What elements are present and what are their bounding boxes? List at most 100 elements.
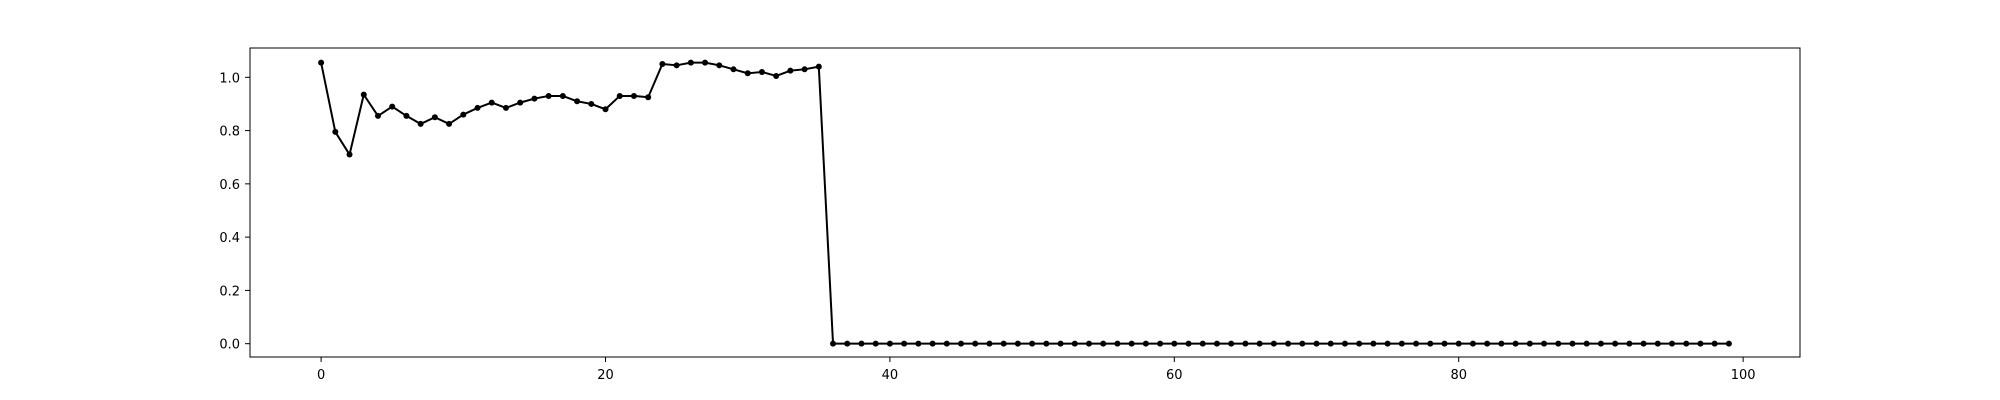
x-tick-label: 0 — [317, 368, 325, 383]
data-point — [1029, 340, 1036, 347]
data-point — [1597, 340, 1604, 347]
data-point — [502, 104, 509, 111]
data-point — [1199, 340, 1206, 347]
data-point — [1256, 340, 1263, 347]
data-point — [943, 340, 950, 347]
data-point — [958, 340, 965, 347]
x-tick-label: 20 — [597, 368, 614, 383]
data-point — [574, 98, 581, 105]
data-point — [986, 340, 993, 347]
data-point — [929, 340, 936, 347]
data-point — [1413, 340, 1420, 347]
data-point — [616, 92, 623, 99]
data-point — [1640, 340, 1647, 347]
data-point — [659, 60, 666, 67]
x-tick-label: 100 — [1731, 368, 1756, 383]
data-point — [588, 100, 595, 107]
data-point — [417, 120, 424, 127]
series-line — [320, 61, 1729, 345]
data-point — [1498, 340, 1505, 347]
data-point — [1583, 340, 1590, 347]
data-point — [1441, 340, 1448, 347]
data-point — [1185, 340, 1192, 347]
data-point — [1356, 340, 1363, 347]
data-point — [758, 68, 765, 75]
data-point — [1370, 340, 1377, 347]
data-point — [1555, 340, 1562, 347]
data-point — [1384, 340, 1391, 347]
data-point — [374, 112, 381, 119]
data-point — [431, 114, 438, 121]
axis-layer: 0 20 40 60 80 100 0.0 0.2 0.4 0.6 0.8 1.0 — [219, 47, 1801, 383]
data-point — [1043, 340, 1050, 347]
data-point — [773, 72, 780, 79]
data-point — [1100, 340, 1107, 347]
data-point — [886, 340, 893, 347]
data-point — [687, 59, 694, 66]
data-point — [474, 104, 481, 111]
data-point — [1228, 340, 1235, 347]
data-point — [1455, 340, 1462, 347]
data-point — [1626, 340, 1633, 347]
data-point — [744, 70, 751, 77]
data-point — [1270, 340, 1277, 347]
data-point — [858, 340, 865, 347]
data-point — [844, 340, 851, 347]
data-point — [645, 94, 652, 101]
data-point — [1157, 340, 1164, 347]
data-point — [1057, 340, 1064, 347]
data-point — [1313, 340, 1320, 347]
data-point — [1242, 340, 1249, 347]
y-tick-label: 0.0 — [219, 338, 240, 353]
data-point — [915, 340, 922, 347]
data-point — [1299, 340, 1306, 347]
data-point — [1014, 340, 1021, 347]
data-point — [1612, 340, 1619, 347]
data-point — [1654, 340, 1661, 347]
y-tick-label: 0.6 — [219, 178, 240, 193]
data-point — [403, 112, 410, 119]
data-point — [1398, 340, 1405, 347]
data-point — [830, 340, 837, 347]
data-point — [1114, 340, 1121, 347]
data-point — [360, 91, 367, 98]
x-tick-label: 80 — [1450, 368, 1467, 383]
data-point — [446, 120, 453, 127]
data-point — [1427, 340, 1434, 347]
data-point — [1725, 340, 1732, 347]
data-point — [1484, 340, 1491, 347]
plot-frame — [249, 47, 1801, 358]
data-point — [1000, 340, 1007, 347]
data-point — [517, 99, 524, 106]
data-point — [1569, 340, 1576, 347]
data-point — [1327, 340, 1334, 347]
data-point — [531, 95, 538, 102]
data-point — [1128, 340, 1135, 347]
data-point — [602, 106, 609, 113]
data-point — [1669, 340, 1676, 347]
data-point — [1711, 340, 1718, 347]
data-point — [545, 92, 552, 99]
data-point — [1469, 340, 1476, 347]
data-point — [787, 67, 794, 74]
y-tick-label: 1.0 — [219, 71, 240, 86]
data-point — [972, 340, 979, 347]
data-point — [1697, 340, 1704, 347]
data-point — [630, 92, 637, 99]
y-tick-label: 0.2 — [219, 284, 240, 299]
data-point — [346, 151, 353, 158]
data-point — [1085, 340, 1092, 347]
data-point — [1683, 340, 1690, 347]
data-point — [488, 99, 495, 106]
data-point — [1071, 340, 1078, 347]
data-point — [460, 111, 467, 118]
data-point — [1213, 340, 1220, 347]
data-point — [801, 66, 808, 73]
x-tick-label: 60 — [1166, 368, 1183, 383]
data-point — [872, 340, 879, 347]
data-point — [815, 63, 822, 70]
data-point — [318, 59, 325, 66]
data-point — [389, 103, 396, 110]
data-point — [1512, 340, 1519, 347]
